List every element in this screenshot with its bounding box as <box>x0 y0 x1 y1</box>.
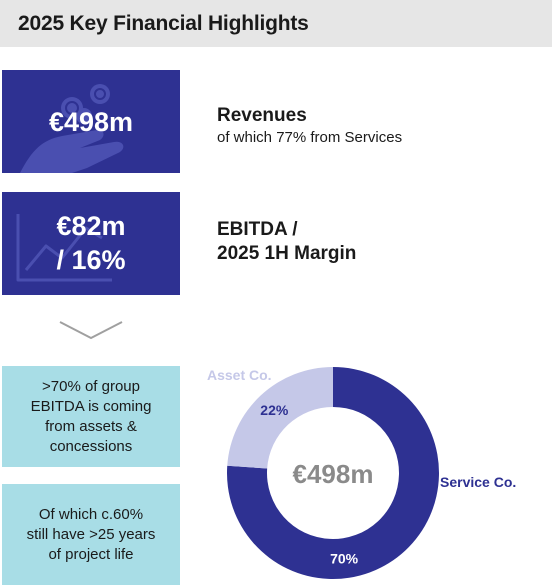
donut-center-label: €498m <box>293 459 374 489</box>
callout-2-line-2: still have >25 years <box>26 525 156 543</box>
ebitda-title-line2: 2025 1H Margin <box>217 243 357 264</box>
donut-slice-value-label: 22% <box>260 402 289 418</box>
callout-1-line-1: >70% of group <box>42 377 140 395</box>
callout-1-line-2: EBITDA is coming <box>30 397 152 415</box>
chevron-down-icon <box>59 321 123 340</box>
callout-1-line-3: from assets & <box>45 417 137 435</box>
legend-service-co: Service Co. <box>440 474 517 490</box>
callout-2-line-3: of project life <box>48 545 134 563</box>
header-bar: 2025 Key Financial Highlights <box>0 0 552 47</box>
callout-2-line-1: Of which c.60% <box>38 505 144 523</box>
revenue-title: Revenues <box>217 105 307 126</box>
coins-hand-icon <box>20 84 124 173</box>
revenue-value: €498m <box>48 107 134 137</box>
revenue-subtitle: of which 77% from Services <box>217 129 403 146</box>
revenue-kpi-box: €498m <box>2 70 180 173</box>
callout-project-life: Of which c.60% still have >25 years of p… <box>2 484 180 585</box>
donut-slice-service-co <box>226 367 439 579</box>
callout-assets-concessions: >70% of group EBITDA is coming from asse… <box>2 366 180 467</box>
donut-slice-asset-co <box>227 367 333 469</box>
ebitda-value-margin: / 16% <box>56 245 126 275</box>
revenue-description: Revenues of which 77% from Services <box>217 104 402 148</box>
page-title: 2025 Key Financial Highlights <box>18 11 309 35</box>
revenue-split-donut-chart: 70% 22% €498m <box>226 367 439 579</box>
line-chart-icon <box>16 214 112 282</box>
legend-asset-co: Asset Co. <box>207 367 272 383</box>
callout-1-line-4: concessions <box>49 437 133 455</box>
ebitda-description: EBITDA / 2025 1H Margin <box>217 218 356 266</box>
donut-slice-value-label: 70% <box>330 550 359 566</box>
ebitda-value-amount: €82m <box>56 211 126 241</box>
ebitda-title-line1: EBITDA / <box>217 219 298 240</box>
ebitda-kpi-box: €82m / 16% <box>2 192 180 295</box>
